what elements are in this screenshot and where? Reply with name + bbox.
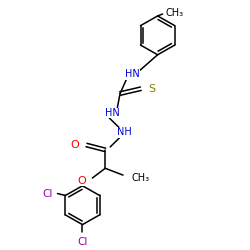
Text: HN: HN bbox=[124, 69, 139, 79]
Text: HN: HN bbox=[105, 108, 120, 118]
Text: O: O bbox=[71, 140, 80, 150]
Text: NH: NH bbox=[117, 128, 132, 138]
Text: CH₃: CH₃ bbox=[166, 8, 184, 18]
Text: Cl: Cl bbox=[77, 237, 88, 247]
Text: S: S bbox=[149, 84, 156, 94]
Text: O: O bbox=[78, 176, 86, 186]
Text: CH₃: CH₃ bbox=[132, 173, 150, 183]
Text: Cl: Cl bbox=[42, 188, 52, 198]
